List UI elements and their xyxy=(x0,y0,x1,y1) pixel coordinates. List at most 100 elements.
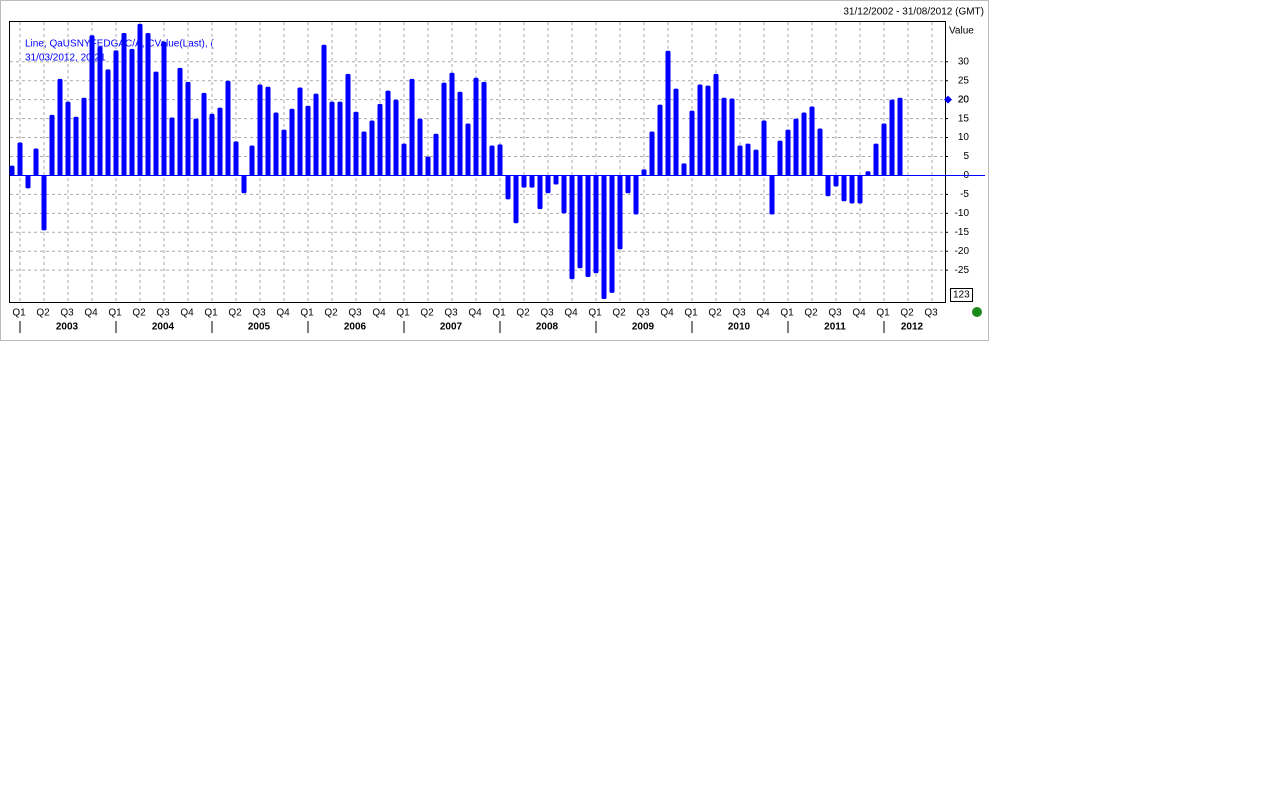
bar xyxy=(385,90,391,176)
bar xyxy=(793,118,799,176)
bar xyxy=(513,175,519,224)
bar xyxy=(321,44,327,176)
quarter-label: Q1 xyxy=(492,308,506,319)
bar xyxy=(425,156,431,176)
quarter-label: Q4 xyxy=(84,308,98,319)
year-label: 2010 xyxy=(728,322,751,333)
bar xyxy=(313,93,319,176)
year-label: 2004 xyxy=(152,322,175,333)
quarter-label: Q1 xyxy=(588,308,602,319)
bar xyxy=(337,101,343,176)
year-label: 2003 xyxy=(56,322,79,333)
bar xyxy=(785,129,791,176)
bar xyxy=(689,110,695,176)
bar xyxy=(705,85,711,176)
bar xyxy=(281,129,287,176)
bar xyxy=(889,99,895,176)
bar xyxy=(881,123,887,176)
bar xyxy=(849,175,855,204)
bar xyxy=(377,103,383,176)
bar xyxy=(673,88,679,176)
quarter-label: Q1 xyxy=(108,308,122,319)
bar xyxy=(721,97,727,176)
bar xyxy=(457,91,463,176)
quarter-label: Q1 xyxy=(780,308,794,319)
bar xyxy=(825,175,831,197)
year-label: 2011 xyxy=(824,322,846,333)
quarter-label: Q1 xyxy=(876,308,890,319)
quarter-label: Q3 xyxy=(156,308,170,319)
bar xyxy=(41,175,47,231)
legend-text: 31/03/2012, 20.21 xyxy=(25,53,106,64)
bar xyxy=(33,148,39,176)
bar xyxy=(729,98,735,176)
bar xyxy=(417,118,423,176)
quarter-label: Q4 xyxy=(276,308,290,319)
bar xyxy=(113,50,119,176)
quarter-label: Q4 xyxy=(372,308,386,319)
quarter-label: Q2 xyxy=(228,308,242,319)
bar xyxy=(697,84,703,176)
quarter-label: Q1 xyxy=(12,308,26,319)
quarter-label: Q1 xyxy=(300,308,314,319)
bar xyxy=(249,145,255,176)
bar xyxy=(809,106,815,176)
bar xyxy=(201,92,207,176)
bar xyxy=(481,81,487,176)
bar xyxy=(497,144,503,176)
bar xyxy=(713,73,719,176)
bar xyxy=(401,143,407,176)
bar xyxy=(129,48,135,176)
bar xyxy=(745,143,751,176)
bar xyxy=(97,46,103,176)
bar xyxy=(361,131,367,176)
bar xyxy=(489,145,495,176)
bar xyxy=(897,97,903,176)
quarter-label: Q4 xyxy=(852,308,866,319)
bar xyxy=(441,82,447,176)
bar xyxy=(121,32,127,176)
y-tick-label: 20 xyxy=(958,94,970,105)
bar xyxy=(105,69,111,176)
bar xyxy=(473,77,479,176)
y-tick-label: 15 xyxy=(958,113,970,124)
bar xyxy=(681,163,687,176)
y-tick-label: 5 xyxy=(963,151,969,162)
bar xyxy=(505,175,511,200)
quarter-label: Q4 xyxy=(564,308,578,319)
bar xyxy=(145,32,151,176)
bar xyxy=(9,165,15,176)
quarter-label: Q2 xyxy=(36,308,50,319)
y-tick-label: 30 xyxy=(958,56,970,67)
quarter-label: Q3 xyxy=(828,308,842,319)
bar xyxy=(577,175,583,269)
bar xyxy=(569,175,575,280)
quarter-label: Q3 xyxy=(540,308,554,319)
quarter-label: Q3 xyxy=(636,308,650,319)
bar xyxy=(305,105,311,176)
bar xyxy=(833,175,839,187)
y-tick-label: -20 xyxy=(955,246,970,257)
year-label: 2012 xyxy=(901,322,924,333)
bar xyxy=(529,175,535,188)
bar xyxy=(873,143,879,176)
quarter-label: Q3 xyxy=(732,308,746,319)
bar xyxy=(81,97,87,176)
bar xyxy=(329,101,335,176)
bar xyxy=(657,104,663,176)
bar xyxy=(193,118,199,176)
bar xyxy=(217,107,223,176)
quarter-label: Q2 xyxy=(132,308,146,319)
bar xyxy=(561,175,567,214)
bar xyxy=(161,41,167,176)
bar xyxy=(185,81,191,176)
bar xyxy=(841,175,847,202)
bar xyxy=(257,84,263,176)
y-tick-label: -15 xyxy=(955,227,970,238)
bar xyxy=(297,87,303,176)
bar xyxy=(57,78,63,176)
quarter-label: Q2 xyxy=(324,308,338,319)
bar xyxy=(265,86,271,176)
quarter-label: Q2 xyxy=(516,308,530,319)
y-tick-label: 25 xyxy=(958,75,970,86)
